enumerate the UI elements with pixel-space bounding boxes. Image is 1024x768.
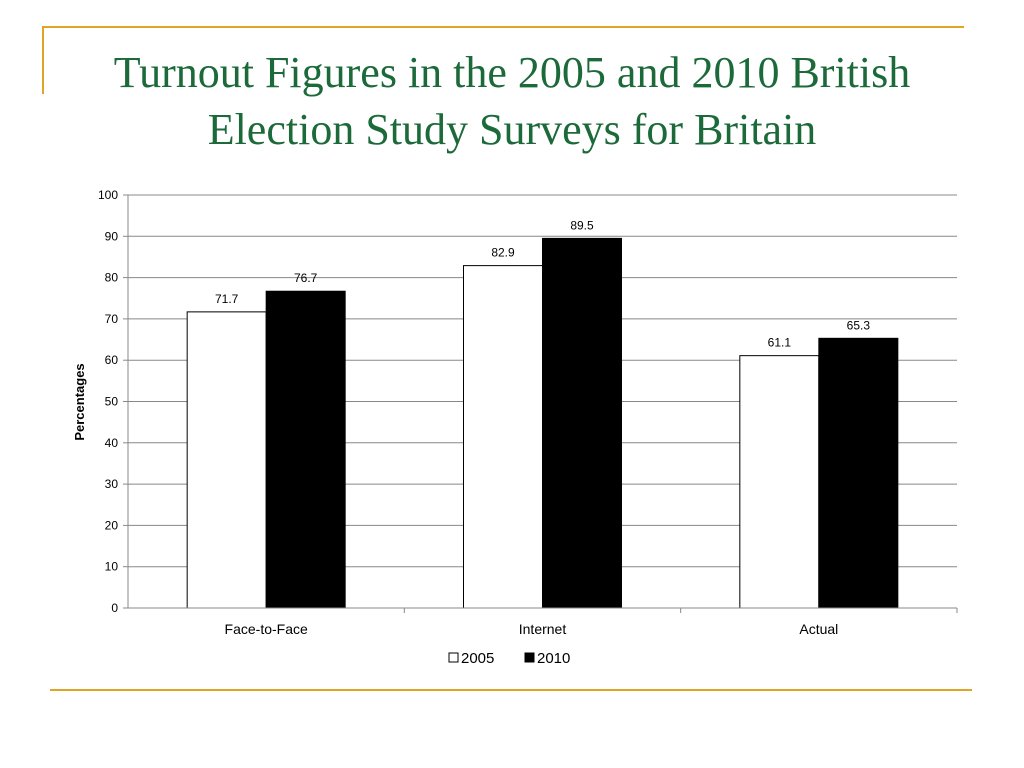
legend-label-2005: 2005 bbox=[461, 650, 494, 667]
data-label-2010-internet: 89.5 bbox=[570, 218, 594, 232]
y-tick-label-100: 100 bbox=[98, 188, 118, 202]
slide-title-line-1: Turnout Figures in the 2005 and 2010 Bri… bbox=[113, 48, 911, 97]
bar-2010-actual bbox=[818, 337, 899, 609]
y-tick-label-30: 30 bbox=[105, 477, 119, 491]
data-label-2010-actual: 65.3 bbox=[847, 318, 871, 332]
y-tick-label-20: 20 bbox=[105, 518, 119, 532]
data-label-2005-internet: 82.9 bbox=[491, 246, 515, 260]
y-tick-label-80: 80 bbox=[105, 271, 119, 285]
y-tick-label-90: 90 bbox=[105, 229, 119, 243]
y-tick-label-10: 10 bbox=[105, 560, 119, 574]
x-category-label-internet: Internet bbox=[519, 621, 567, 637]
legend-swatch-2010 bbox=[524, 652, 535, 663]
y-axis-tick-labels: 0 10 20 30 40 50 60 70 80 90 100 bbox=[98, 188, 118, 615]
bar-2005-internet bbox=[463, 265, 543, 609]
y-tick-label-0: 0 bbox=[111, 601, 118, 615]
legend: 2005 2010 bbox=[448, 650, 570, 667]
legend-swatch-2005 bbox=[448, 652, 459, 663]
y-tick-label-60: 60 bbox=[105, 353, 119, 367]
top-accent-rule bbox=[42, 26, 964, 28]
bars bbox=[186, 237, 899, 609]
y-tick-label-50: 50 bbox=[105, 395, 119, 409]
bar-2005-face-to-face bbox=[186, 311, 267, 609]
left-accent-rule bbox=[42, 26, 44, 94]
bar-2005-actual bbox=[739, 355, 820, 609]
slide-title-line-2: Election Study Surveys for Britain bbox=[207, 105, 817, 154]
legend-label-2010: 2010 bbox=[537, 650, 570, 667]
bar-2010-internet bbox=[542, 237, 622, 609]
slide-title: Turnout Figures in the 2005 and 2010 Bri… bbox=[50, 44, 974, 158]
x-category-label-face-to-face: Face-to-Face bbox=[225, 621, 308, 637]
y-tick-label-40: 40 bbox=[105, 436, 119, 450]
bottom-accent-rule bbox=[50, 689, 972, 691]
data-labels: 71.7 76.7 82.9 89.5 61.1 65.3 bbox=[215, 218, 870, 349]
data-label-2010-face-to-face: 76.7 bbox=[294, 271, 318, 285]
bar-2010-face-to-face bbox=[265, 290, 346, 609]
data-label-2005-actual: 61.1 bbox=[768, 336, 792, 350]
axes bbox=[123, 194, 958, 613]
data-label-2005-face-to-face: 71.7 bbox=[215, 292, 239, 306]
y-axis-title: Percentages bbox=[72, 363, 87, 440]
x-category-label-actual: Actual bbox=[799, 621, 838, 637]
x-axis-category-labels: Face-to-Face Internet Actual bbox=[225, 621, 839, 637]
y-tick-label-70: 70 bbox=[105, 312, 119, 326]
